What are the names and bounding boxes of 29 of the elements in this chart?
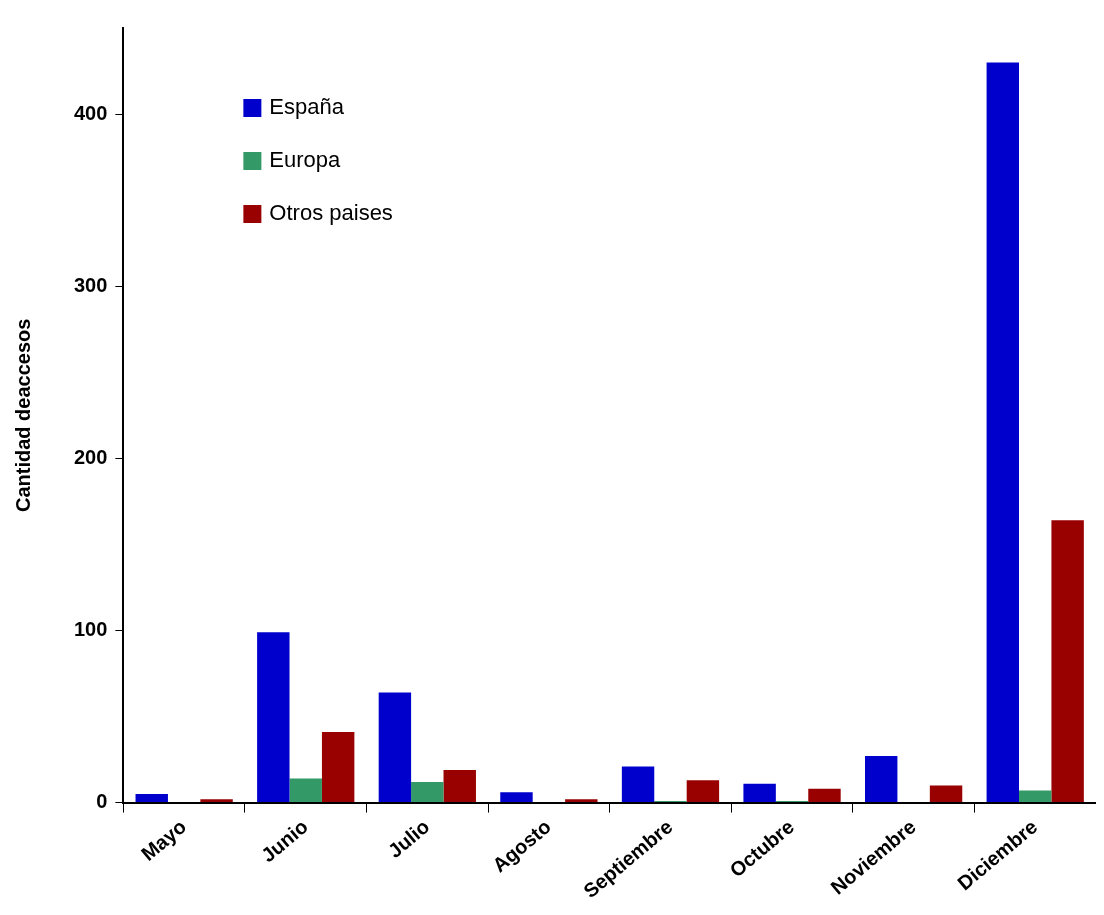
- y-tick-label: 100: [73, 617, 108, 640]
- y-tick-label: 300: [73, 273, 108, 296]
- bar: [808, 788, 841, 803]
- bar: [378, 692, 412, 803]
- bar: [257, 632, 290, 803]
- bar: [986, 62, 1019, 803]
- y-tick-label: 0: [96, 790, 108, 813]
- bar: [621, 766, 655, 803]
- bar: [1051, 520, 1084, 803]
- bar: [686, 780, 720, 803]
- legend-label: Europa: [269, 147, 342, 173]
- bar: [743, 783, 776, 803]
- bar: [865, 756, 898, 803]
- y-axis-title: Cantidad deaccesos: [11, 318, 34, 513]
- bar: [565, 799, 598, 803]
- bar: [929, 785, 963, 803]
- y-tick-label: 400: [73, 101, 108, 124]
- bar: [1019, 790, 1052, 803]
- y-tick-label: 200: [73, 445, 108, 468]
- legend-label: España: [269, 94, 345, 120]
- bar: [135, 793, 168, 803]
- bar: [443, 769, 476, 803]
- bar: [200, 799, 233, 803]
- legend-label: Otros paises: [269, 200, 393, 226]
- bar: [321, 732, 355, 803]
- x-tick-label: Julio: [383, 815, 434, 863]
- bar: [411, 781, 444, 803]
- bar: [289, 778, 322, 803]
- bar: [500, 792, 533, 803]
